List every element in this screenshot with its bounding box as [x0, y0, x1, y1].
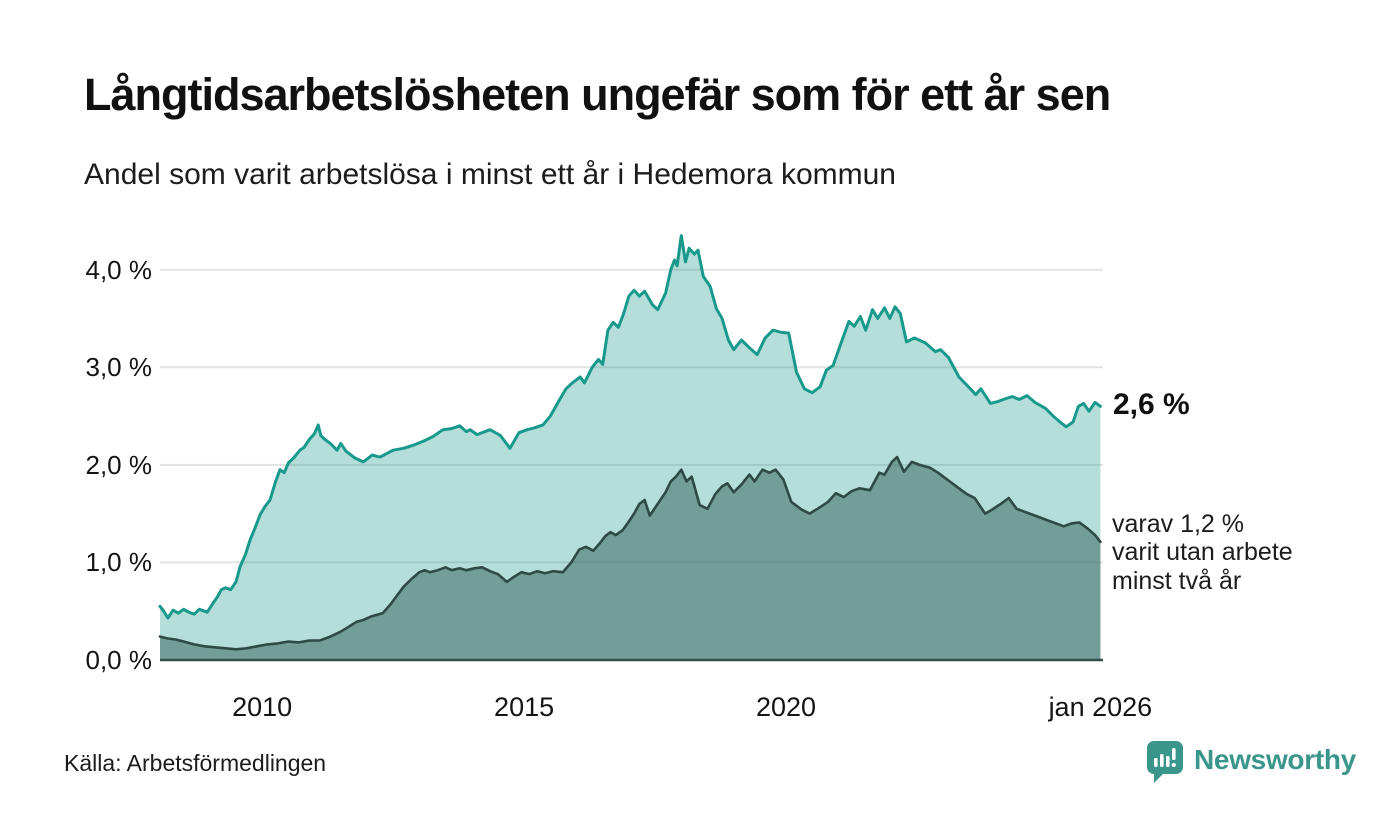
latest-value-label: 2,6 % — [1113, 388, 1190, 422]
source-label: Källa: Arbetsförmedlingen — [64, 750, 327, 776]
two-year-detail-label: varav 1,2 % varit utan arbete minst två … — [1112, 510, 1293, 596]
newsworthy-brand: Newsworthy — [1146, 740, 1356, 784]
y-axis-tick-label: 1,0 % — [85, 547, 153, 578]
newsworthy-wordmark: Newsworthy — [1194, 744, 1356, 775]
chart-subtitle: Andel som varit arbetslösa i minst ett å… — [84, 158, 896, 191]
y-axis-tick-label: 3,0 % — [85, 352, 153, 383]
y-axis-tick-label: 2,0 % — [85, 449, 153, 480]
y-axis-tick-label: 4,0 % — [85, 254, 153, 285]
x-axis-tick-label: 2020 — [756, 692, 817, 722]
y-axis-tick-label: 0,0 % — [85, 645, 153, 675]
x-axis-tick-label: 2010 — [232, 692, 293, 722]
newsworthy-logo-icon — [1147, 741, 1183, 783]
detail-line-2: varit utan arbete — [1112, 538, 1293, 567]
detail-line-1: varav 1,2 % — [1112, 509, 1245, 538]
chart-title: Långtidsarbetslösheten ungefär som för e… — [84, 69, 1111, 120]
series-line-two-years — [158, 455, 1102, 651]
x-axis-tick-label: 2015 — [494, 692, 555, 722]
series-line-one-year — [158, 234, 1102, 620]
detail-line-3: minst två år — [1112, 566, 1242, 595]
x-axis-tick-label: jan 2026 — [1048, 692, 1153, 722]
area-fill-two-years — [160, 457, 1101, 660]
